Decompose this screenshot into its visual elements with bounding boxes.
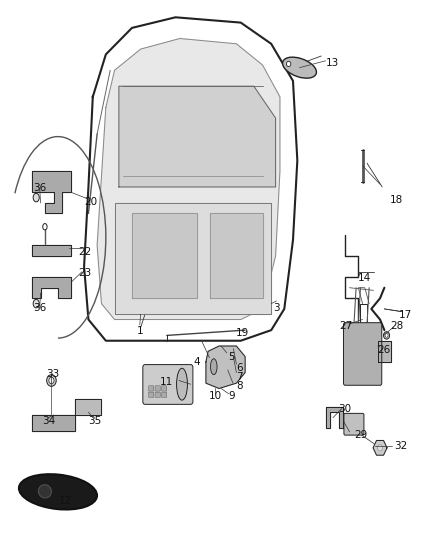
Polygon shape — [325, 407, 343, 428]
Ellipse shape — [47, 375, 56, 386]
Polygon shape — [132, 214, 197, 298]
FancyBboxPatch shape — [344, 414, 364, 435]
Ellipse shape — [33, 300, 39, 308]
Ellipse shape — [33, 193, 39, 202]
Text: 17: 17 — [399, 310, 412, 320]
Text: 6: 6 — [237, 364, 243, 373]
Text: 35: 35 — [88, 416, 102, 426]
Ellipse shape — [43, 223, 47, 230]
Ellipse shape — [177, 368, 187, 400]
Polygon shape — [75, 399, 102, 415]
Ellipse shape — [19, 474, 97, 510]
Text: 19: 19 — [237, 328, 250, 338]
Ellipse shape — [384, 332, 390, 339]
Text: 5: 5 — [228, 352, 234, 361]
Text: 33: 33 — [46, 369, 60, 378]
Polygon shape — [32, 245, 71, 256]
Text: 30: 30 — [338, 403, 351, 414]
Text: 11: 11 — [160, 377, 173, 387]
Text: 22: 22 — [78, 247, 92, 257]
Text: 1: 1 — [137, 326, 143, 336]
Text: 23: 23 — [78, 268, 92, 278]
Polygon shape — [119, 86, 276, 187]
Text: 4: 4 — [193, 357, 200, 367]
Polygon shape — [210, 214, 262, 298]
Text: 10: 10 — [209, 391, 222, 401]
Polygon shape — [378, 341, 391, 362]
Ellipse shape — [49, 377, 54, 384]
Text: 32: 32 — [394, 441, 407, 451]
Text: 36: 36 — [33, 303, 46, 313]
FancyBboxPatch shape — [148, 386, 154, 391]
Text: 3: 3 — [273, 303, 280, 313]
Ellipse shape — [283, 57, 316, 78]
Ellipse shape — [286, 61, 291, 67]
Polygon shape — [32, 171, 71, 214]
Text: 12: 12 — [59, 496, 72, 506]
FancyBboxPatch shape — [162, 392, 167, 398]
Text: 18: 18 — [390, 195, 403, 205]
Polygon shape — [115, 203, 271, 314]
Ellipse shape — [385, 334, 388, 337]
FancyBboxPatch shape — [155, 392, 160, 398]
Ellipse shape — [378, 445, 383, 451]
Text: 28: 28 — [390, 321, 403, 331]
Text: 7: 7 — [237, 372, 243, 382]
Polygon shape — [32, 415, 75, 431]
Text: 20: 20 — [84, 197, 97, 207]
Text: 36: 36 — [33, 183, 46, 193]
FancyBboxPatch shape — [155, 386, 160, 391]
FancyBboxPatch shape — [148, 392, 154, 398]
FancyBboxPatch shape — [343, 322, 382, 385]
Polygon shape — [97, 38, 280, 319]
Text: 9: 9 — [229, 391, 235, 401]
Ellipse shape — [39, 484, 51, 498]
Polygon shape — [206, 346, 245, 389]
FancyBboxPatch shape — [143, 365, 193, 405]
Text: 26: 26 — [377, 345, 390, 356]
Polygon shape — [32, 277, 71, 298]
Text: 8: 8 — [237, 381, 243, 391]
Ellipse shape — [211, 359, 217, 375]
Text: 13: 13 — [325, 59, 339, 68]
Text: 29: 29 — [354, 430, 367, 440]
Text: 14: 14 — [358, 273, 371, 283]
Text: 27: 27 — [339, 321, 353, 331]
FancyBboxPatch shape — [162, 386, 167, 391]
Text: 34: 34 — [42, 416, 55, 426]
Polygon shape — [373, 440, 387, 455]
